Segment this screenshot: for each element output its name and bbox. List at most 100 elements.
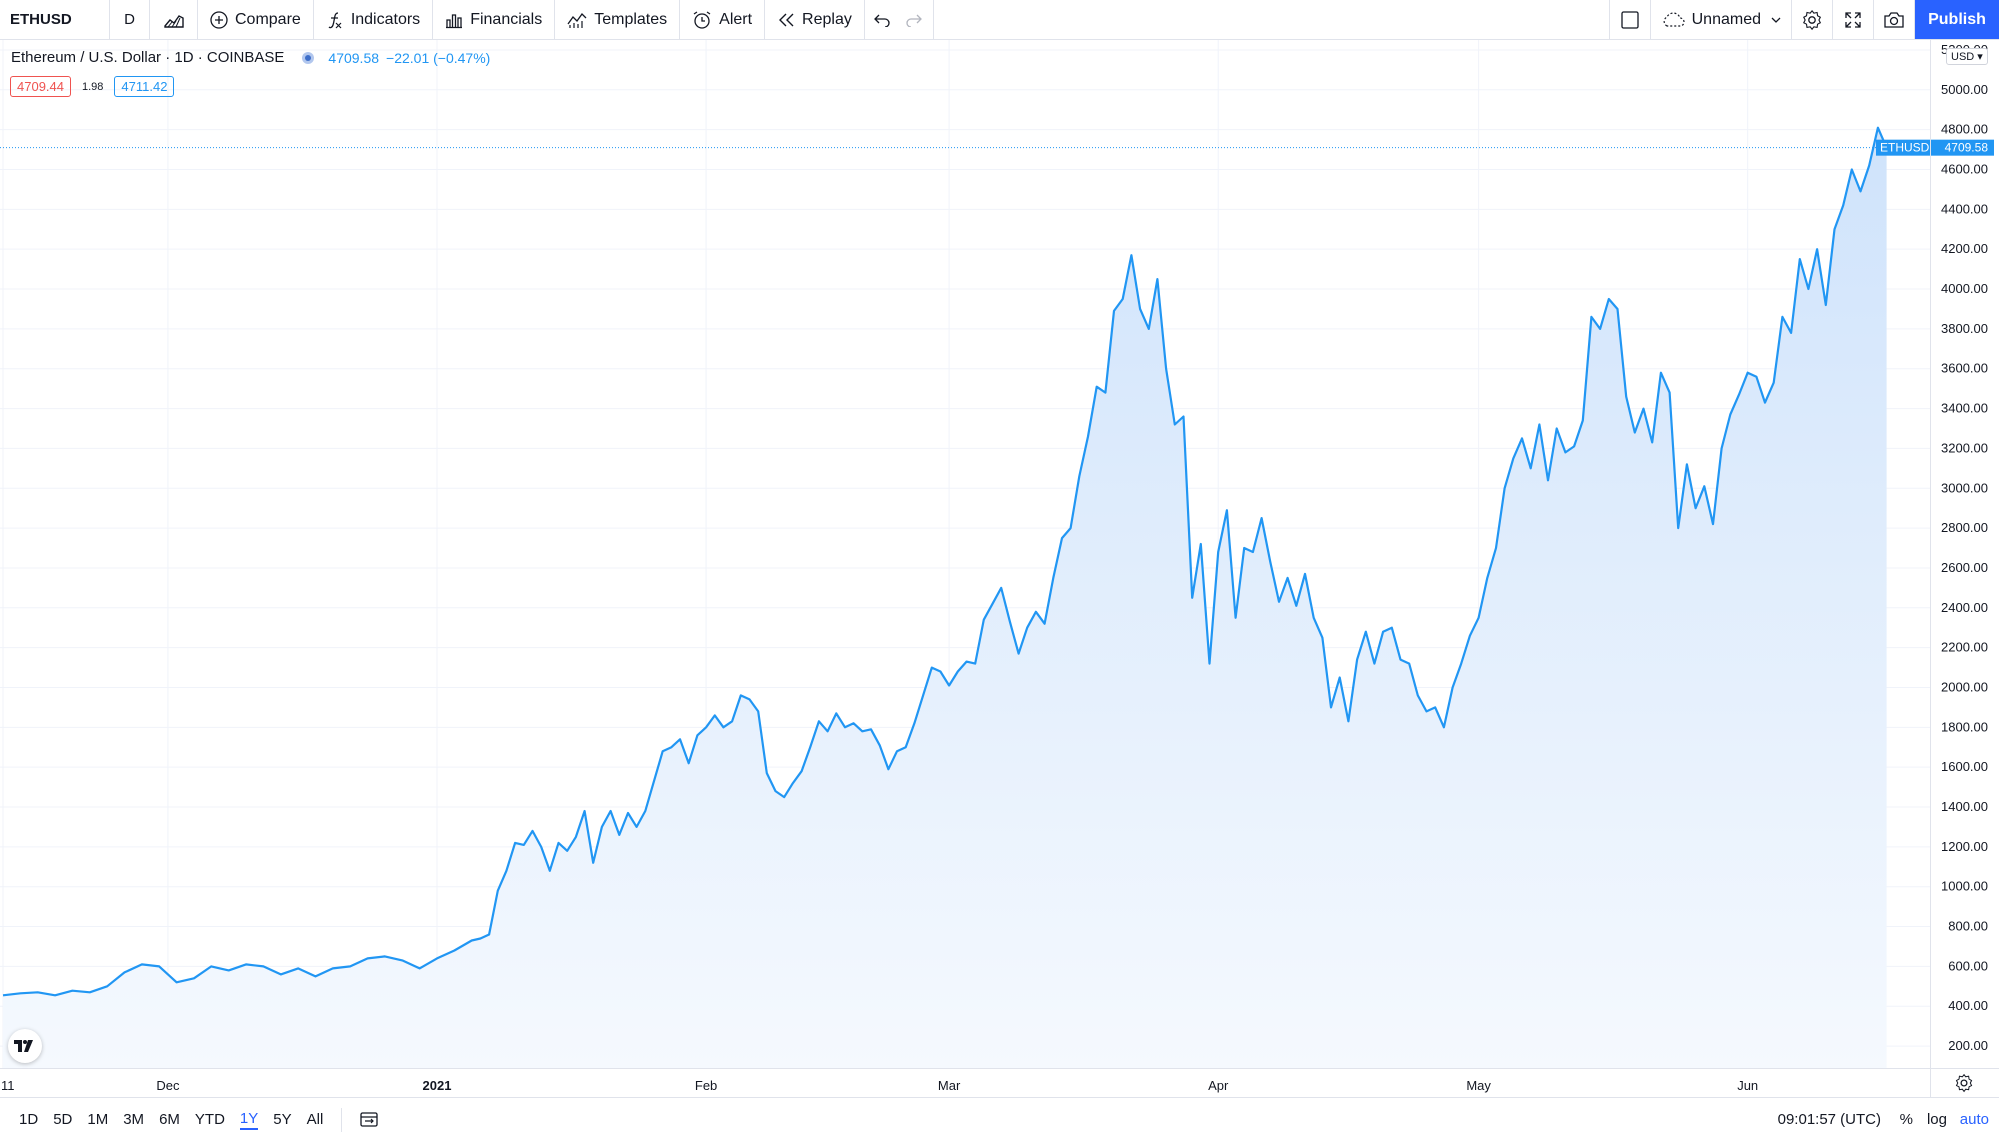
fullscreen-icon [1844, 11, 1862, 29]
price-tick-label: 1600.00 [1941, 759, 1988, 774]
legend-change: −22.01 (−0.47%) [386, 49, 491, 66]
cloud-icon [1661, 11, 1685, 28]
market-status-icon[interactable] [302, 51, 315, 64]
tradingview-logo-icon [14, 1040, 33, 1052]
clock-utc[interactable]: 09:01:57 (UTC) [1777, 1111, 1881, 1128]
range-button-ytd[interactable]: YTD [194, 1111, 225, 1128]
replay-button[interactable]: Replay [765, 0, 865, 39]
redo-button[interactable] [899, 0, 934, 39]
scale-settings-button[interactable] [1954, 1073, 1974, 1098]
layout-name-dropdown[interactable]: Unnamed [1651, 0, 1792, 39]
select-layout-button[interactable] [1610, 0, 1651, 39]
range-button-6m[interactable]: 6M [159, 1111, 180, 1128]
price-chart[interactable]: 5200.005000.004800.004600.004400.004200.… [0, 40, 1999, 1097]
log-scale-toggle[interactable]: log [1926, 1111, 1947, 1128]
date-range-group: 1D 5D 1M 3M 6M YTD 1Y 5Y All [4, 1110, 323, 1130]
price-tick-label: 400.00 [1948, 998, 1988, 1013]
range-button-1d[interactable]: 1D [19, 1111, 39, 1128]
time-tick-label: Apr [1208, 1078, 1229, 1093]
price-tick-label: 1000.00 [1941, 879, 1988, 894]
chart-type-button[interactable] [150, 0, 198, 39]
layout-name-label: Unnamed [1691, 10, 1761, 28]
symbol-tag-text: ETHUSD [1880, 141, 1930, 155]
price-tick-label: 800.00 [1948, 919, 1988, 934]
price-tick-label: 200.00 [1948, 1038, 1988, 1053]
sell-price-button[interactable]: 4709.44 [10, 76, 71, 97]
time-tick-label: May [1466, 1078, 1491, 1093]
indicators-label: Indicators [350, 10, 421, 28]
symbol-tag-bg [1876, 139, 1930, 156]
snapshot-button[interactable] [1874, 0, 1915, 39]
time-scale-labels: 11Dec2021FebMarAprMayJunJulAugSepOctNov1… [1, 1078, 1758, 1093]
fullscreen-button[interactable] [1833, 0, 1874, 39]
square-icon [1620, 10, 1640, 30]
buy-price-button[interactable]: 4711.42 [114, 76, 175, 97]
range-button-1m[interactable]: 1M [87, 1111, 109, 1128]
price-tag-text: 4709.58 [1945, 141, 1989, 155]
range-button-3m[interactable]: 3M [123, 1111, 145, 1128]
templates-button[interactable]: Templates [555, 0, 681, 39]
price-tick-label: 4600.00 [1941, 161, 1988, 176]
price-tick-label: 2200.00 [1941, 640, 1988, 655]
bar-chart-icon [445, 11, 463, 29]
redo-icon [905, 13, 923, 27]
interval-label: D [124, 11, 135, 28]
price-tick-label: 3400.00 [1941, 401, 1988, 416]
tradingview-logo[interactable] [8, 1029, 42, 1063]
price-tick-label: 5000.00 [1941, 82, 1988, 97]
price-tick-label: 2600.00 [1941, 560, 1988, 575]
top-toolbar: ETHUSD D Compare Indicators Financials T… [0, 0, 1999, 40]
price-tick-label: 3000.00 [1941, 480, 1988, 495]
range-button-1y[interactable]: 1Y [239, 1110, 259, 1130]
undo-button[interactable] [865, 0, 899, 39]
legend-last-value: 4709.58 [328, 49, 380, 66]
price-tick-label: 1200.00 [1941, 839, 1988, 854]
auto-scale-toggle[interactable]: auto [1959, 1111, 1989, 1128]
settings-button[interactable] [1792, 0, 1833, 39]
price-tick-label: 600.00 [1948, 958, 1988, 973]
plus-circle-icon [210, 10, 228, 29]
range-button-all[interactable]: All [306, 1111, 324, 1128]
area-chart-icon [163, 12, 184, 28]
price-tick-label: 3800.00 [1941, 321, 1988, 336]
price-tick-label: 1800.00 [1941, 719, 1988, 734]
calendar-range-icon [360, 1111, 378, 1127]
indicators-button[interactable]: Indicators [314, 0, 434, 39]
range-separator [341, 1107, 343, 1132]
financials-label: Financials [470, 10, 543, 28]
price-tag-bg [1931, 139, 1994, 156]
alert-label: Alert [719, 10, 753, 28]
price-tick-label: 4400.00 [1941, 201, 1988, 216]
time-tick-label: Feb [695, 1078, 717, 1093]
alert-button[interactable]: Alert [680, 0, 766, 39]
time-tick-label: Jun [1737, 1078, 1758, 1093]
time-tick-label: 11 [1, 1078, 15, 1093]
interval-button[interactable]: D [110, 0, 150, 39]
templates-icon [567, 11, 587, 29]
chevron-down-icon [1771, 17, 1781, 23]
symbol-search-button[interactable]: ETHUSD [0, 0, 110, 39]
compare-button[interactable]: Compare [198, 0, 314, 39]
price-area-fill [3, 127, 1887, 1068]
price-tick-label: 2400.00 [1941, 600, 1988, 615]
publish-button[interactable]: Publish [1915, 0, 1999, 39]
price-tick-label: 4200.00 [1941, 241, 1988, 256]
gear-icon [1955, 1073, 1973, 1093]
bid-ask-panel: 4709.44 1.98 4711.42 [10, 76, 175, 97]
time-tick-label: 2021 [423, 1078, 452, 1093]
rewind-icon [777, 12, 795, 28]
chevron-down-icon: ▾ [1974, 51, 1983, 63]
percent-scale-toggle[interactable]: % [1899, 1111, 1913, 1128]
spread-value: 1.98 [82, 80, 104, 93]
go-to-date-button[interactable] [360, 1111, 380, 1129]
currency-dropdown[interactable]: USD ▾ [1946, 48, 1988, 65]
range-button-5d[interactable]: 5D [53, 1111, 73, 1128]
gear-icon [1801, 9, 1823, 31]
price-tick-label: 3200.00 [1941, 440, 1988, 455]
price-scale-labels: 5200.005000.004800.004600.004400.004200.… [1941, 42, 1988, 1053]
compare-label: Compare [235, 10, 301, 28]
range-button-5y[interactable]: 5Y [273, 1111, 292, 1128]
financials-button[interactable]: Financials [433, 0, 556, 39]
price-tick-label: 1400.00 [1941, 799, 1988, 814]
currency-label: USD [1951, 51, 1975, 63]
